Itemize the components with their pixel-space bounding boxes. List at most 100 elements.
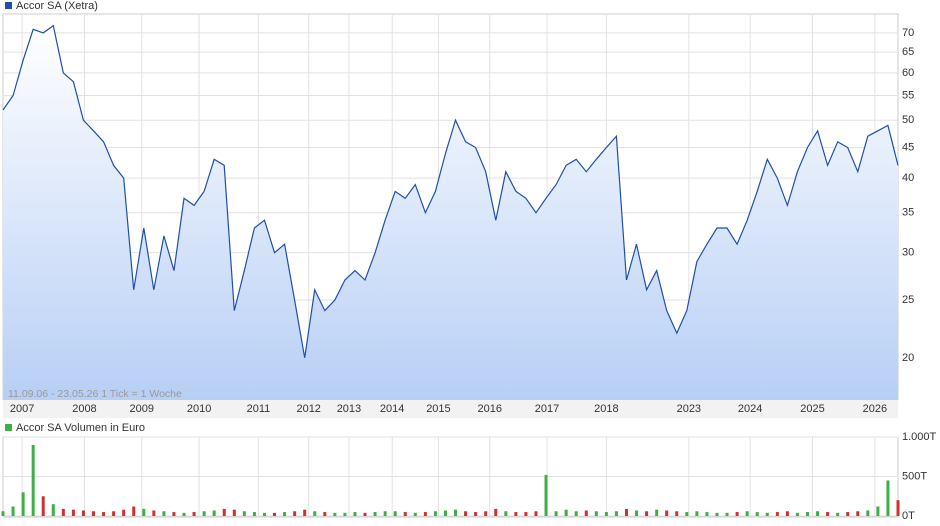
volume-bar [252, 512, 256, 516]
volume-bar [836, 512, 840, 516]
volume-bar [614, 511, 618, 516]
x-tick-label: 2012 [296, 403, 320, 415]
volume-bar [544, 474, 548, 516]
volume-bar [132, 506, 136, 516]
volume-bar [21, 492, 25, 516]
legend-label: Accor SA (Xetra) [16, 0, 98, 12]
volume-bar [594, 511, 598, 516]
volume-bar [51, 504, 55, 516]
volume-bar [242, 511, 246, 516]
volume-bar [61, 508, 65, 516]
volume-bar [554, 511, 558, 516]
volume-bar [343, 512, 347, 516]
volume-bar [896, 500, 900, 516]
x-tick-label: 2010 [187, 403, 211, 415]
volume-bar [624, 508, 628, 516]
y-tick-label: 70 [902, 27, 914, 39]
volume-bar [685, 512, 689, 516]
volume-bar [162, 511, 166, 516]
volume-bar [1, 511, 5, 516]
volume-bar [182, 512, 186, 516]
volume-bar [423, 512, 427, 516]
x-axis-strip [3, 400, 898, 418]
y-tick-label: 35 [902, 207, 914, 219]
volume-bar [695, 511, 699, 516]
volume-bar [403, 512, 407, 516]
volume-bar [524, 512, 528, 516]
volume-bar [393, 511, 397, 516]
volume-bar [293, 511, 297, 516]
volume-bar [775, 512, 779, 516]
volume-bar [876, 506, 880, 516]
volume-bar [635, 510, 639, 516]
volume-bar [81, 510, 85, 516]
volume-bar [202, 511, 206, 516]
volume-bar [484, 511, 488, 516]
volume-bar [413, 512, 417, 516]
volume-bar [333, 512, 337, 516]
volume-bar [785, 511, 789, 516]
y-tick-label: 30 [902, 247, 914, 259]
volume-bar [715, 512, 719, 516]
x-tick-label: 2008 [72, 403, 96, 415]
x-tick-label: 2023 [677, 403, 701, 415]
volume-bar [303, 509, 307, 516]
volume-bar [313, 511, 317, 516]
volume-bar [31, 444, 35, 516]
volume-bar [192, 512, 196, 516]
volume-bar [765, 512, 769, 516]
y-tick-label: 20 [902, 352, 914, 364]
y-tick-label: 60 [902, 67, 914, 79]
legend-swatch [5, 2, 12, 9]
volume-bar [363, 512, 367, 516]
x-tick-label: 2024 [738, 403, 762, 415]
volume-bar [816, 511, 820, 516]
y-tick-label: 500T [902, 470, 927, 482]
volume-bar [112, 511, 116, 516]
volume-bar [494, 508, 498, 516]
volume-bar [856, 511, 860, 516]
x-tick-label: 2015 [426, 403, 450, 415]
y-tick-label: 25 [902, 294, 914, 306]
volume-bar [262, 512, 266, 516]
x-tick-label: 2018 [594, 403, 618, 415]
x-tick-label: 2017 [535, 403, 559, 415]
volume-bar [735, 512, 739, 516]
volume-bar [172, 512, 176, 516]
legend-swatch [5, 424, 12, 431]
volume-bar [353, 512, 357, 516]
volume-bar [846, 512, 850, 516]
volume-bar [504, 511, 508, 516]
y-tick-label: 45 [902, 141, 914, 153]
volume-bar [92, 511, 96, 516]
x-tick-label: 2013 [337, 403, 361, 415]
volume-bar [675, 511, 679, 516]
x-tick-label: 2026 [863, 403, 887, 415]
volume-bar [273, 512, 277, 516]
volume-bar [142, 508, 146, 516]
volume-bar [41, 496, 45, 516]
y-tick-label: 50 [902, 114, 914, 126]
volume-bar [665, 510, 669, 516]
volume-bar [534, 511, 538, 516]
volume-bar [574, 511, 578, 516]
y-tick-label: 1.000T [902, 431, 937, 443]
price-area [3, 25, 898, 400]
x-tick-label: 2007 [10, 403, 34, 415]
x-tick-label: 2016 [477, 403, 501, 415]
volume-bar [514, 512, 518, 516]
volume-bar [474, 512, 478, 516]
volume-bar [71, 509, 75, 516]
volume-bar [866, 510, 870, 516]
y-tick-label: 65 [902, 46, 914, 58]
x-tick-label: 2011 [247, 403, 271, 415]
volume-bar [383, 511, 387, 516]
volume-bar [454, 509, 458, 516]
volume-bar [886, 480, 890, 516]
volume-bar [373, 512, 377, 516]
x-tick-label: 2025 [800, 403, 824, 415]
y-tick-label: 55 [902, 89, 914, 101]
volume-bar [826, 512, 830, 516]
